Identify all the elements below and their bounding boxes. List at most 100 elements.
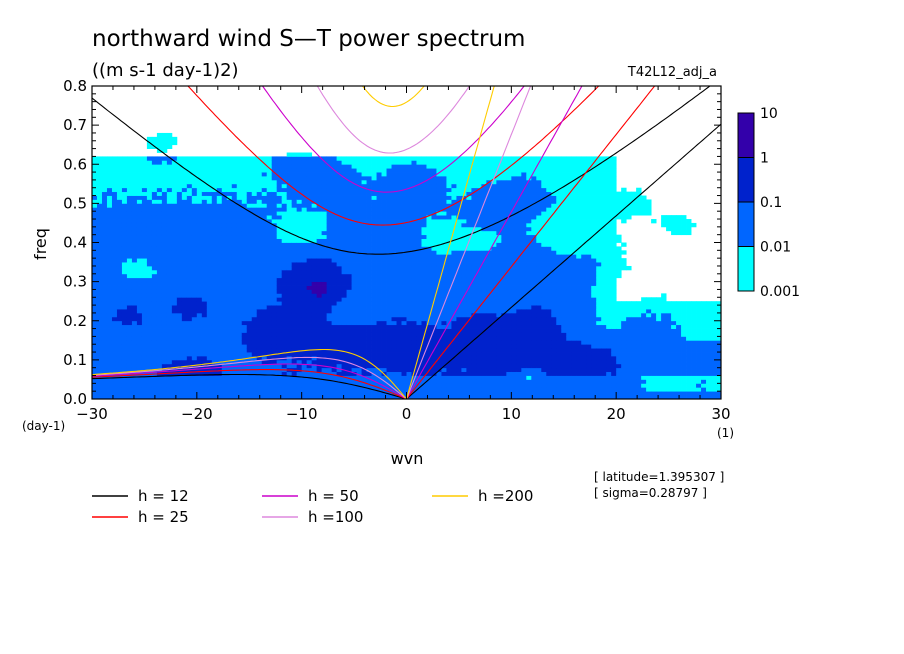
shading-cell: [376, 301, 382, 306]
shading-cell: [476, 355, 482, 361]
shading-cell: [96, 281, 103, 286]
shading-cell: [366, 262, 372, 267]
shading-cell: [321, 340, 328, 345]
shading-cell: [251, 168, 258, 173]
shading-cell: [391, 254, 397, 259]
shading-cell: [351, 320, 357, 326]
shading-cell: [391, 355, 397, 361]
shading-cell: [171, 336, 178, 341]
shading-cell: [331, 312, 338, 318]
shading-cell: [456, 168, 462, 173]
shading-cell: [241, 328, 248, 333]
shading-cell: [216, 312, 223, 318]
shading-cell: [251, 289, 258, 294]
shading-cell: [106, 379, 113, 384]
shading-cell: [451, 320, 457, 326]
shading-cell: [346, 187, 352, 193]
shading-cell: [291, 226, 298, 232]
shading-cell: [416, 262, 422, 267]
shading-cell: [426, 175, 432, 181]
shading-cell: [241, 172, 248, 177]
shading-cell: [466, 250, 472, 255]
shading-cell: [376, 156, 382, 161]
shading-cell: [141, 203, 148, 208]
shading-cell: [441, 199, 447, 204]
shading-cell: [121, 238, 128, 243]
shading-cell: [336, 183, 342, 189]
shading-cell: [146, 136, 153, 142]
shading-cell: [406, 175, 412, 181]
shading-cell: [336, 246, 342, 251]
shading-cell: [136, 226, 143, 232]
shading-cell: [151, 348, 158, 353]
shading-cell: [286, 387, 293, 392]
shading-cell: [361, 289, 367, 294]
shading-cell: [106, 254, 113, 259]
shading-cell: [336, 371, 342, 376]
shading-cell: [471, 289, 477, 294]
shading-cell: [381, 207, 387, 212]
shading-cell: [326, 156, 333, 161]
shading-cell: [311, 164, 318, 169]
shading-cell: [201, 344, 208, 349]
shading-cell: [246, 226, 253, 232]
shading-cell: [156, 250, 163, 255]
shading-cell: [466, 371, 472, 376]
shading-cell: [481, 172, 487, 177]
shading-cell: [151, 285, 158, 290]
shading-cell: [191, 242, 198, 247]
shading-cell: [446, 344, 452, 349]
shading-cell: [296, 391, 303, 396]
shading-cell: [161, 136, 168, 142]
shading-cell: [211, 355, 218, 361]
shading-cell: [486, 305, 492, 310]
shading-cell: [456, 355, 462, 361]
shading-cell: [446, 222, 452, 228]
shading-cell: [236, 312, 243, 318]
shading-cell: [491, 367, 497, 373]
shading-cell: [451, 222, 457, 228]
shading-cell: [341, 172, 347, 177]
shading-cell: [236, 371, 243, 376]
shading-cell: [301, 226, 308, 232]
shading-cell: [121, 242, 128, 247]
shading-cell: [201, 289, 208, 294]
shading-cell: [371, 367, 377, 373]
shading-cell: [291, 262, 298, 267]
shading-cell: [446, 269, 452, 275]
shading-cell: [166, 328, 173, 333]
shading-cell: [361, 238, 367, 243]
shading-cell: [176, 219, 183, 224]
shading-cell: [241, 309, 248, 314]
shading-cell: [256, 391, 263, 396]
shading-cell: [421, 324, 427, 329]
shading-cell: [346, 285, 352, 290]
shading-cell: [481, 250, 487, 255]
shading-cell: [136, 379, 143, 384]
shading-cell: [226, 187, 233, 193]
shading-cell: [136, 219, 143, 224]
shading-cell: [361, 355, 367, 361]
shading-cell: [151, 207, 158, 212]
shading-cell: [366, 254, 372, 259]
shading-cell: [391, 250, 397, 255]
shading-cell: [466, 387, 472, 392]
shading-cell: [456, 203, 462, 208]
shading-cell: [456, 265, 462, 271]
shading-cell: [186, 383, 193, 388]
shading-cell: [301, 160, 308, 165]
shading-cell: [306, 203, 313, 208]
shading-cell: [481, 285, 487, 290]
shading-cell: [116, 203, 123, 208]
shading-cell: [381, 242, 387, 247]
shading-cell: [126, 324, 133, 329]
shading-cell: [291, 359, 298, 365]
shading-cell: [216, 285, 223, 290]
shading-cell: [351, 332, 357, 337]
shading-cell: [141, 183, 148, 189]
shading-cell: [351, 277, 357, 283]
shading-cell: [136, 183, 143, 189]
shading-cell: [371, 258, 377, 263]
shading-cell: [131, 340, 138, 345]
shading-cell: [181, 285, 188, 290]
